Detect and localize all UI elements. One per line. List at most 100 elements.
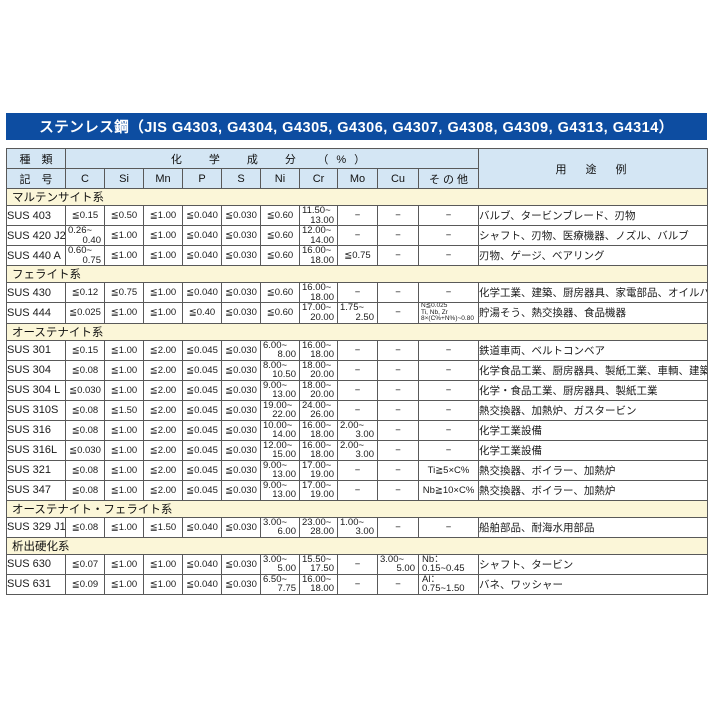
chem-value-cell: − <box>377 282 419 303</box>
table-row: SUS 316L ≦0.030 ≦1.00 ≦2.00 ≦0.045 ≦0.030 12.0… <box>6 439 708 461</box>
spec-code-cell: SUS 444 <box>6 302 66 324</box>
table-row: SUS 403 ≦0.15 ≦0.50 ≦1.00 ≦0.040 ≦0.030 ≦0.60 1… <box>6 205 708 226</box>
chem-value-cell: ≦1.50 <box>104 399 144 421</box>
table-row: SUS 440 A 0.60~ 0.75 ≦1.00 ≦1.00 ≦0.040 ≦0.030… <box>6 245 708 266</box>
usage-cell: 鉄道車両、ベルトコンベア <box>478 339 708 361</box>
chem-value-cell: ≦2.00 <box>143 459 183 481</box>
chem-value-cell: − <box>377 302 419 324</box>
header-element-mo: Mo <box>337 168 378 189</box>
chem-value-cell: ≦1.50 <box>143 516 183 538</box>
chem-value-cell: − <box>337 573 378 595</box>
group-header-row: オーステナイト・フェライト系 <box>6 499 708 518</box>
chem-value-cell: 16.00~ 18.00 <box>299 282 338 303</box>
chem-value-cell: ≦1.00 <box>104 245 144 266</box>
chem-value-cell: ≦0.60 <box>260 205 300 226</box>
chem-value-cell: Nb≧10×C% <box>418 479 479 501</box>
spec-code-cell: SUS 440 A <box>6 245 66 266</box>
chem-value-cell: ≦0.030 <box>221 459 261 481</box>
chem-value-cell: ≦1.00 <box>143 302 183 324</box>
chem-value-cell: ≦1.00 <box>143 245 183 266</box>
chem-value-cell: ≦2.00 <box>143 439 183 461</box>
header-chemical-composition-label: 化 学 成 分 （%） <box>65 148 479 169</box>
chem-value-cell: ≦1.00 <box>104 553 144 575</box>
chem-value-cell: ≦1.00 <box>104 419 144 441</box>
group-name: オーステナイト系 <box>6 322 708 341</box>
usage-cell: 刃物、ゲージ、ベアリング <box>478 245 708 266</box>
chem-value-cell: ≦0.60 <box>260 302 300 324</box>
chem-value-cell: ≦0.045 <box>182 399 222 421</box>
chem-value-cell: − <box>377 359 419 381</box>
chem-value-cell: ≦2.00 <box>143 399 183 421</box>
chem-value-cell: 9.00~ 13.00 <box>260 379 300 401</box>
spec-code-cell: SUS 631 <box>6 573 66 595</box>
header-element-s: S <box>221 168 261 189</box>
header-element-c: C <box>65 168 105 189</box>
chem-value-cell: ≦0.025 <box>65 302 105 324</box>
chem-value-cell: ≦0.030 <box>221 553 261 575</box>
chem-value-cell: ≦0.045 <box>182 379 222 401</box>
chem-value-cell: ≦0.045 <box>182 479 222 501</box>
chem-value-cell: − <box>377 399 419 421</box>
chem-value-cell: ≦0.40 <box>182 302 222 324</box>
chem-value-cell: Ti≧5×C% <box>418 459 479 481</box>
chem-value-cell: 16.00~ 18.00 <box>299 245 338 266</box>
chem-value-cell: − <box>418 399 479 421</box>
chem-value-cell: − <box>418 282 479 303</box>
group-name: オーステナイト・フェライト系 <box>6 499 708 518</box>
spec-code-cell: SUS 316L <box>6 439 66 461</box>
chem-value-cell: 19.00~ 22.00 <box>260 399 300 421</box>
spec-code-cell: SUS 304 <box>6 359 66 381</box>
usage-cell: シャフト、タービン <box>478 553 708 575</box>
table-row: SUS 430 ≦0.12 ≦0.75 ≦1.00 ≦0.040 ≦0.030 ≦0.60 1… <box>6 282 708 303</box>
chem-value-cell: ≦0.030 <box>221 245 261 266</box>
usage-cell: 化学食品工業、厨房器具、製紙工業、車輌、建築 <box>478 359 708 381</box>
chem-value-cell: ≦2.00 <box>143 359 183 381</box>
chem-value-cell: 11.50~ 13.00 <box>299 205 338 226</box>
chem-value-cell: ≦0.15 <box>65 339 105 361</box>
chem-value-cell: 9.00~ 13.00 <box>260 479 300 501</box>
chem-value-cell: − <box>337 399 378 421</box>
chem-value-cell: ≦0.045 <box>182 359 222 381</box>
table-row: SUS 304 L ≦0.030 ≦1.00 ≦2.00 ≦0.045 ≦0.030 9.0… <box>6 379 708 401</box>
table-row: SUS 301 ≦0.15 ≦1.00 ≦2.00 ≦0.045 ≦0.030 6.00~ 8… <box>6 339 708 361</box>
chem-value-cell: 17.00~ 19.00 <box>299 479 338 501</box>
table-row: SUS 321 ≦0.08 ≦1.00 ≦2.00 ≦0.045 ≦0.030 9.00~ 1… <box>6 459 708 481</box>
table-row: SUS 316 ≦0.08 ≦1.00 ≦2.00 ≦0.045 ≦0.030 10.00~… <box>6 419 708 441</box>
chem-value-cell: − <box>418 225 479 246</box>
group-name: フェライト系 <box>6 265 708 283</box>
chem-value-cell: ≦2.00 <box>143 339 183 361</box>
spec-code-cell: SUS 420 J2 <box>6 225 66 246</box>
chem-value-cell: − <box>337 225 378 246</box>
usage-cell: 化学工業設備 <box>478 439 708 461</box>
table-row: SUS 329 J1 ≦0.08 ≦1.00 ≦1.50 ≦0.040 ≦0.030 3.0… <box>6 516 708 538</box>
chem-value-cell: ≦0.08 <box>65 479 105 501</box>
usage-cell: 熱交換器、ボイラー、加熱炉 <box>478 479 708 501</box>
chem-value-cell: − <box>377 225 419 246</box>
chem-value-cell: − <box>337 282 378 303</box>
chem-value-cell: ≦0.040 <box>182 516 222 538</box>
chem-value-cell: 8.00~ 10.50 <box>260 359 300 381</box>
header-element-mn: Mn <box>143 168 183 189</box>
chem-value-cell: 15.50~ 17.50 <box>299 553 338 575</box>
chem-value-cell: ≦2.00 <box>143 479 183 501</box>
chem-value-cell: ≦0.040 <box>182 282 222 303</box>
stainless-steel-spec-table: 種 類 化 学 成 分 （%） 用 途 例 記 号 C Si Mn P S Ni… <box>6 148 708 595</box>
chem-value-cell: 16.00~ 18.00 <box>299 419 338 441</box>
spec-code-cell: SUS 301 <box>6 339 66 361</box>
chem-value-cell: − <box>377 573 419 595</box>
chem-value-cell: 17.00~ 19.00 <box>299 459 338 481</box>
chem-value-cell: ≦0.045 <box>182 419 222 441</box>
chem-value-cell: Al： 0.75~1.50 <box>418 573 479 595</box>
chem-value-cell: 1.00~ 3.00 <box>337 516 378 538</box>
chem-value-cell: N≦0.025 Ti, Nb, Zr 8×(C%+N%)~0.80 <box>418 302 479 324</box>
chem-value-cell: ≦0.75 <box>104 282 144 303</box>
header-row-top: 種 類 化 学 成 分 （%） 用 途 例 <box>6 148 708 189</box>
chem-value-cell: ≦1.00 <box>143 225 183 246</box>
chem-value-cell: ≦1.00 <box>104 379 144 401</box>
spec-code-cell: SUS 316 <box>6 419 66 441</box>
chem-value-cell: ≦0.60 <box>260 282 300 303</box>
chem-value-cell: ≦0.08 <box>65 399 105 421</box>
header-element-cu: Cu <box>377 168 419 189</box>
chem-value-cell: − <box>337 479 378 501</box>
table-header: 種 類 化 学 成 分 （%） 用 途 例 記 号 C Si Mn P S Ni… <box>6 148 708 189</box>
